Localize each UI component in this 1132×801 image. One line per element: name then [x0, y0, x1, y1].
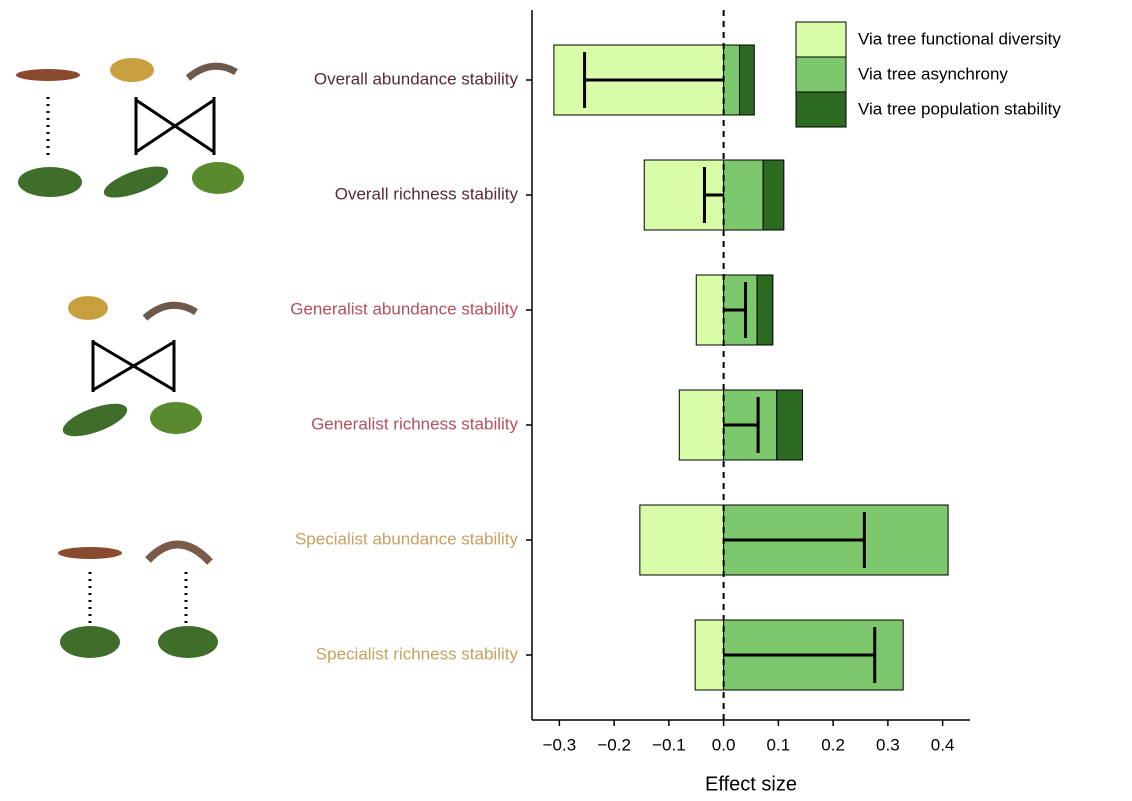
legend-label: Via tree population stability — [858, 99, 1061, 118]
x-tick-label: −0.1 — [652, 735, 686, 754]
bar-segment — [762, 159, 785, 231]
legend-swatch — [795, 56, 847, 93]
legend-label: Via tree asynchrony — [858, 64, 1008, 83]
x-tick-label: 0.4 — [931, 735, 955, 754]
bar-segment — [756, 274, 774, 346]
bar-segment — [694, 619, 725, 691]
category-label: Specialist richness stability — [316, 644, 519, 663]
category-label: Overall abundance stability — [314, 69, 519, 88]
total-effect — [723, 512, 866, 568]
total-effect — [723, 282, 748, 338]
bar-segment — [776, 389, 803, 461]
x-axis-label: Effect size — [705, 773, 797, 795]
total-effect — [583, 52, 724, 108]
category-label: Overall richness stability — [335, 184, 519, 203]
category-label: Generalist abundance stability — [290, 299, 518, 318]
bar-segment — [678, 389, 725, 461]
bar-segment — [723, 44, 741, 116]
legend-swatch — [795, 21, 847, 58]
category-label: Generalist richness stability — [311, 414, 518, 433]
legend-swatch — [795, 91, 847, 128]
bar-segment — [639, 504, 725, 576]
x-tick-label: 0.2 — [821, 735, 845, 754]
illustrations — [16, 58, 244, 658]
bar-segment — [695, 274, 725, 346]
total-effect — [723, 627, 877, 683]
legend-label: Via tree functional diversity — [858, 29, 1061, 48]
x-tick-label: 0.1 — [767, 735, 791, 754]
x-tick-label: −0.3 — [543, 735, 577, 754]
total-effect — [702, 167, 724, 223]
x-tick-label: −0.2 — [597, 735, 631, 754]
bar-segment — [739, 44, 755, 116]
total-effect — [723, 397, 760, 453]
bar-segment — [723, 159, 764, 231]
x-tick-label: 0.3 — [876, 735, 900, 754]
x-tick-label: 0.0 — [712, 735, 736, 754]
category-label: Specialist abundance stability — [295, 529, 519, 548]
